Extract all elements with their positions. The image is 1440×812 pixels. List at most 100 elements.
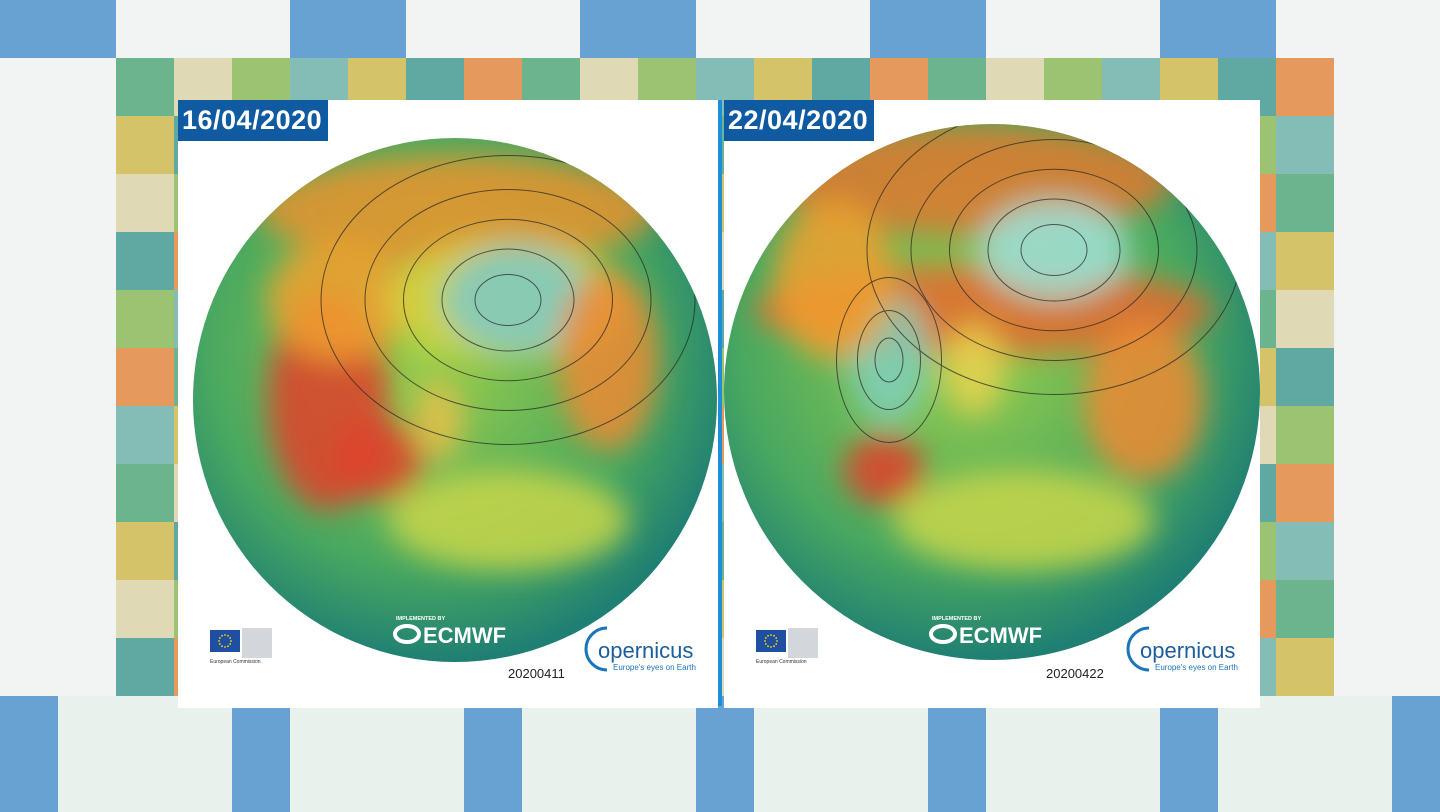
mosaic-tile [58,290,116,348]
eu-star [764,637,767,639]
mosaic-tile [986,754,1044,812]
mosaic-tile [0,0,58,58]
mosaic-tile [1334,0,1392,58]
mosaic-tile [58,232,116,290]
ozone-blob [558,270,658,450]
ozone-blob [333,420,423,500]
eu-star [224,646,226,648]
mosaic-tile [638,754,696,812]
mosaic-tile [1218,754,1276,812]
mosaic-tile [1334,464,1392,522]
ozone-blob [1084,320,1204,480]
mosaic-tile [290,0,348,58]
contour [910,139,1198,361]
implemented-by: IMPLEMENTED BY [932,616,982,622]
mosaic-tile [522,0,580,58]
mosaic-tile [406,754,464,812]
mosaic-tile [174,0,232,58]
map-panel: European Commission IMPLEMENTED BY ECMWF op… [178,100,718,708]
eu-star [218,640,220,642]
mosaic-tile [58,580,116,638]
mosaic-tile [1334,174,1392,232]
eu-flag [210,630,240,652]
mosaic-tile [1392,696,1440,754]
mosaic-tile [1276,754,1334,812]
contour [874,337,904,383]
mosaic-tile [754,754,812,812]
mosaic-tile [638,0,696,58]
programme-logo: opernicus [1140,638,1235,663]
mosaic-tile [0,348,58,406]
mosaic-tile [116,58,174,116]
mosaic-tile [58,0,116,58]
eu-star [767,645,769,648]
eu-star [770,634,772,636]
mosaic-tile [116,174,174,232]
mosaic-tile [1276,290,1334,348]
mosaic-tile [1102,754,1160,812]
mosaic-tile [928,0,986,58]
mosaic-tile [0,464,58,522]
mosaic-tile [1276,232,1334,290]
eu-star [221,634,223,637]
mosaic-tile [58,406,116,464]
date-stamp: 20200422 [1046,666,1104,681]
eu-star [764,640,766,642]
ozone-blob [774,200,894,360]
mosaic-tile [1392,232,1440,290]
eu-star [776,640,778,642]
map-panel: European Commission IMPLEMENTED BY ECMWF op… [724,100,1260,708]
mosaic-tile [1334,290,1392,348]
mosaic-tile [464,0,522,58]
eu-star [229,637,232,639]
ozone-blob [944,325,1004,415]
mosaic-tile [1276,58,1334,116]
mosaic-tile [1276,116,1334,174]
eu-star [227,645,229,648]
mosaic-tile [464,754,522,812]
mosaic-tile [58,348,116,406]
mosaic-tile [1392,406,1440,464]
ecmwf-icon [929,624,957,644]
mosaic-tile [116,0,174,58]
mosaic-tile [1334,580,1392,638]
mosaic-tile [0,522,58,580]
date-label: 16/04/2020 [178,100,329,141]
tagline: Europe's eyes on Earth [613,663,696,672]
mosaic-tile [1392,638,1440,696]
ozone-blob [258,155,658,265]
mosaic-tile [0,406,58,464]
mosaic-tile [1392,348,1440,406]
mosaic-tile [1392,580,1440,638]
mosaic-tile [116,116,174,174]
eu-star [224,634,226,636]
mosaic-tile [812,754,870,812]
mosaic-tile [1334,696,1392,754]
eu-star [227,634,229,637]
mosaic-tile [1276,696,1334,754]
mosaic-tile [174,754,232,812]
implemented-by: IMPLEMENTED BY [396,616,446,622]
ozone-field [258,155,658,570]
mosaic-tile [0,754,58,812]
mosaic-tile [1276,522,1334,580]
mosaic-tile [1334,754,1392,812]
mosaic-tile [58,754,116,812]
mosaic-tile [348,754,406,812]
mosaic-tile [1392,58,1440,116]
eu-star [218,643,221,645]
mosaic-tile [58,174,116,232]
mosaic-tile [0,174,58,232]
mosaic-tile [116,522,174,580]
mosaic-tile [580,0,638,58]
contour [441,248,575,352]
mosaic-tile [232,0,290,58]
contour [836,277,942,443]
mosaic-tile [1392,0,1440,58]
eu-star [218,637,221,639]
mosaic-tile [116,406,174,464]
mosaic-tile [1276,580,1334,638]
contour [987,198,1121,302]
mosaic-tile [1276,464,1334,522]
